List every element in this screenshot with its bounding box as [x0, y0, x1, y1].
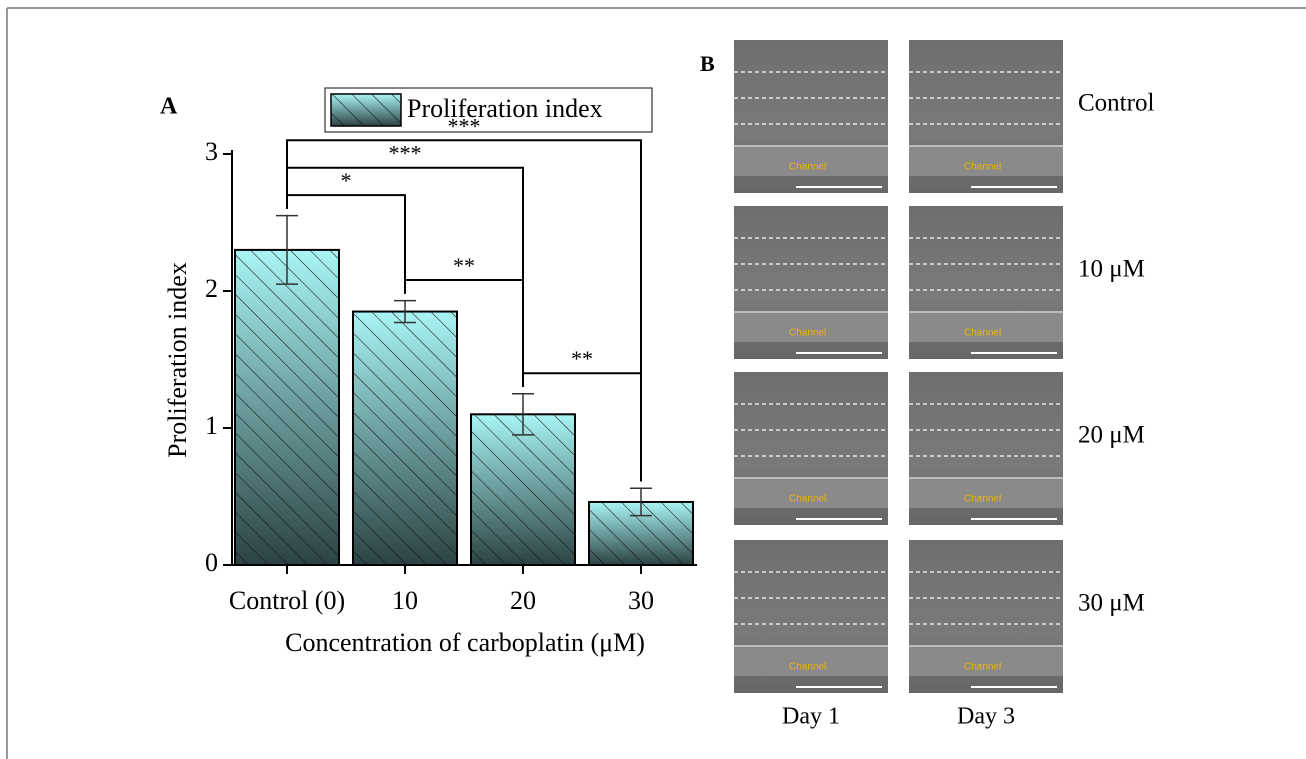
x-axis-label: Concentration of carboplatin (μM) — [285, 628, 645, 657]
significance-label: *** — [389, 141, 422, 166]
significance-label: * — [341, 168, 352, 193]
micrograph-channel — [734, 312, 888, 342]
row-label: 10 μM — [1078, 256, 1145, 283]
x-tick-label: 20 — [510, 586, 536, 615]
panel-label: B — [700, 51, 715, 76]
x-tick-label: 10 — [392, 586, 418, 615]
y-tick-label: 0 — [205, 548, 218, 577]
column-label: Day 3 — [957, 704, 1015, 730]
y-tick-label: 3 — [205, 137, 218, 166]
x-tick-label: 30 — [628, 586, 654, 615]
error-bar — [512, 393, 534, 436]
y-axis-label: Proliferation index — [163, 262, 192, 458]
legend-swatch-hatch — [331, 94, 401, 126]
channel-label: Channel — [964, 162, 1001, 173]
significance-label: ** — [453, 253, 475, 278]
micrograph-channel — [909, 646, 1063, 676]
bar-hatch — [353, 311, 457, 565]
error-bar — [630, 487, 652, 517]
channel-label: Channel — [789, 162, 826, 173]
y-tick-label: 2 — [205, 274, 218, 303]
channel-label: Channel — [964, 328, 1001, 339]
micrograph-channel — [909, 312, 1063, 342]
channel-label: Channel — [789, 494, 826, 505]
channel-label: Channel — [789, 328, 826, 339]
channel-label: Channel — [964, 662, 1001, 673]
panel-label: A — [160, 94, 178, 120]
x-tick-label: Control (0) — [229, 586, 345, 615]
micrograph-channel — [734, 146, 888, 176]
channel-label: Channel — [789, 662, 826, 673]
column-label: Day 1 — [782, 704, 840, 730]
micrograph-channel — [734, 478, 888, 508]
bar-hatch — [235, 249, 339, 565]
significance-label: *** — [448, 113, 481, 138]
micrograph-channel — [909, 478, 1063, 508]
row-label: Control — [1078, 90, 1154, 117]
bar-hatch — [471, 414, 575, 565]
error-bar — [276, 214, 298, 285]
legend-label: Proliferation index — [407, 94, 603, 123]
micrograph-channel — [909, 146, 1063, 176]
significance-label: ** — [571, 346, 593, 371]
row-label: 30 μM — [1078, 590, 1145, 617]
significance-bracket — [286, 139, 642, 482]
error-bar — [394, 299, 416, 324]
y-tick-label: 1 — [205, 411, 218, 440]
row-label: 20 μM — [1078, 422, 1145, 449]
micrograph-channel — [734, 646, 888, 676]
channel-label: Channel — [964, 494, 1001, 505]
